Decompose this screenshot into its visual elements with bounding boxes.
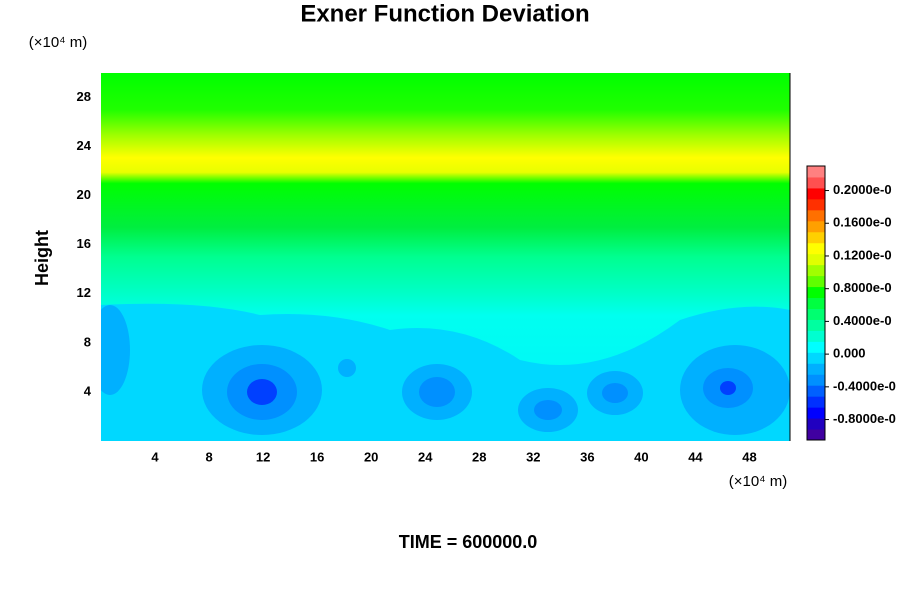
colorbar-tick-label: 0.8000e-0 xyxy=(833,280,892,295)
colorbar-swatch xyxy=(807,352,825,364)
x-tick-label: 4 xyxy=(151,449,159,464)
colorbar-swatch xyxy=(807,275,825,288)
colorbar-tick-label: 0.1200e-0 xyxy=(833,247,892,262)
x-tick-label: 36 xyxy=(580,449,594,464)
footer-text: TIME = 600000.0 xyxy=(399,532,538,552)
x-tick-label: 32 xyxy=(526,449,540,464)
x-tick-label: 8 xyxy=(205,449,212,464)
colorbar-swatch xyxy=(807,198,825,211)
x-tick-label: 44 xyxy=(688,449,703,464)
y-tick-label: 12 xyxy=(77,285,91,300)
y-tick-label: 16 xyxy=(77,236,91,251)
colorbar-swatch xyxy=(807,231,825,244)
colorbar-swatch xyxy=(807,253,825,266)
colorbar-swatch xyxy=(807,396,825,408)
colorbar-swatch xyxy=(807,429,825,441)
x-tick-label: 12 xyxy=(256,449,270,464)
colorbar-swatch xyxy=(807,220,825,233)
colorbar-swatch xyxy=(807,407,825,419)
x-tick-label: 24 xyxy=(418,449,433,464)
colorbar-swatch xyxy=(807,330,825,342)
colorbar-tick-label: 0.1600e-0 xyxy=(833,215,892,230)
colorbar-border xyxy=(806,165,826,441)
colorbar-swatch xyxy=(807,166,825,178)
chart-title: Exner Function Deviation xyxy=(300,0,589,27)
colorbar-swatch xyxy=(807,374,825,386)
x-tick-label: 28 xyxy=(472,449,486,464)
colorbar-tick-label: 0.2000e-0 xyxy=(833,182,892,197)
x-unit: (×10⁴ m) xyxy=(729,473,788,490)
colorbar-swatch xyxy=(807,385,825,397)
colorbar-swatch xyxy=(807,187,825,200)
colorbar-tick-label: 0.000 xyxy=(833,346,866,361)
y-unit: (×10⁴ m) xyxy=(29,34,88,51)
y-axis-label: Height xyxy=(32,230,52,286)
colorbar-tick-label: 0.4000e-0 xyxy=(833,313,892,328)
x-tick-label: 48 xyxy=(742,449,756,464)
colorbar-tick-label: -0.8000e-0 xyxy=(833,411,896,426)
colorbar-swatch xyxy=(807,297,825,309)
x-tick-label: 20 xyxy=(364,449,378,464)
colorbar-tick-label: -0.4000e-0 xyxy=(833,378,896,393)
colorbar-swatch xyxy=(807,209,825,222)
contour-field xyxy=(101,73,790,441)
colorbar-swatch xyxy=(807,319,825,331)
colorbar-swatch xyxy=(807,242,825,255)
y-tick-label: 20 xyxy=(77,187,91,202)
colorbar-swatch xyxy=(807,286,825,299)
y-tick-label: 8 xyxy=(84,334,91,349)
colorbar-swatch xyxy=(807,264,825,277)
y-tick-label: 28 xyxy=(77,89,91,104)
x-tick-label: 16 xyxy=(310,449,324,464)
y-tick-label: 24 xyxy=(77,138,92,153)
colorbar-swatch xyxy=(807,308,825,320)
colorbar-swatch xyxy=(807,418,825,430)
x-tick-label: 40 xyxy=(634,449,648,464)
colorbar-swatch xyxy=(807,363,825,375)
colorbar-swatch xyxy=(807,176,825,189)
y-tick-label: 4 xyxy=(84,383,92,398)
colorbar-swatch xyxy=(807,341,825,353)
